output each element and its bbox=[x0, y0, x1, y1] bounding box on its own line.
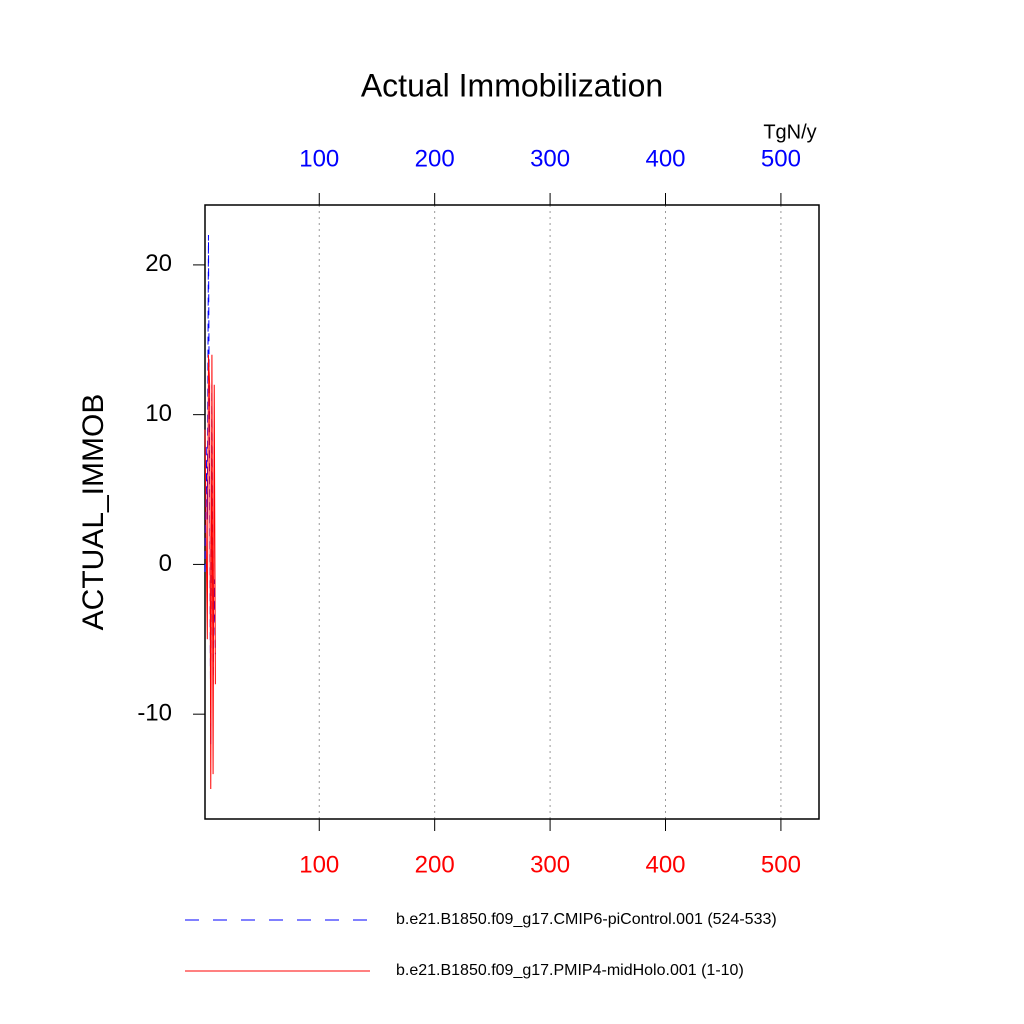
x2-tick-label: 500 bbox=[761, 145, 801, 172]
y-tick-label: 0 bbox=[159, 550, 172, 577]
x-tick-label: 400 bbox=[645, 851, 685, 878]
y-tick-label: 20 bbox=[145, 250, 172, 277]
x-tick-label: 300 bbox=[530, 851, 570, 878]
x-tick-label: 100 bbox=[299, 851, 339, 878]
units-label: TgN/y bbox=[763, 121, 816, 143]
y-tick-label: 10 bbox=[145, 400, 172, 427]
chart-title: Actual Immobilization bbox=[361, 67, 663, 103]
x-tick-label: 500 bbox=[761, 851, 801, 878]
series-line bbox=[204, 354, 216, 790]
x2-tick-label: 100 bbox=[299, 145, 339, 172]
y-axis-label: ACTUAL_IMMOB bbox=[77, 394, 110, 631]
x-tick-label: 200 bbox=[415, 851, 455, 878]
legend-label: b.e21.B1850.f09_g17.CMIP6-piControl.001 … bbox=[396, 911, 777, 928]
y-tick-label: -10 bbox=[137, 700, 172, 727]
legend-label: b.e21.B1850.f09_g17.PMIP4-midHolo.001 (1… bbox=[396, 962, 744, 979]
x2-tick-label: 200 bbox=[415, 145, 455, 172]
x2-tick-label: 400 bbox=[645, 145, 685, 172]
x2-tick-label: 300 bbox=[530, 145, 570, 172]
plot-frame bbox=[204, 204, 820, 820]
